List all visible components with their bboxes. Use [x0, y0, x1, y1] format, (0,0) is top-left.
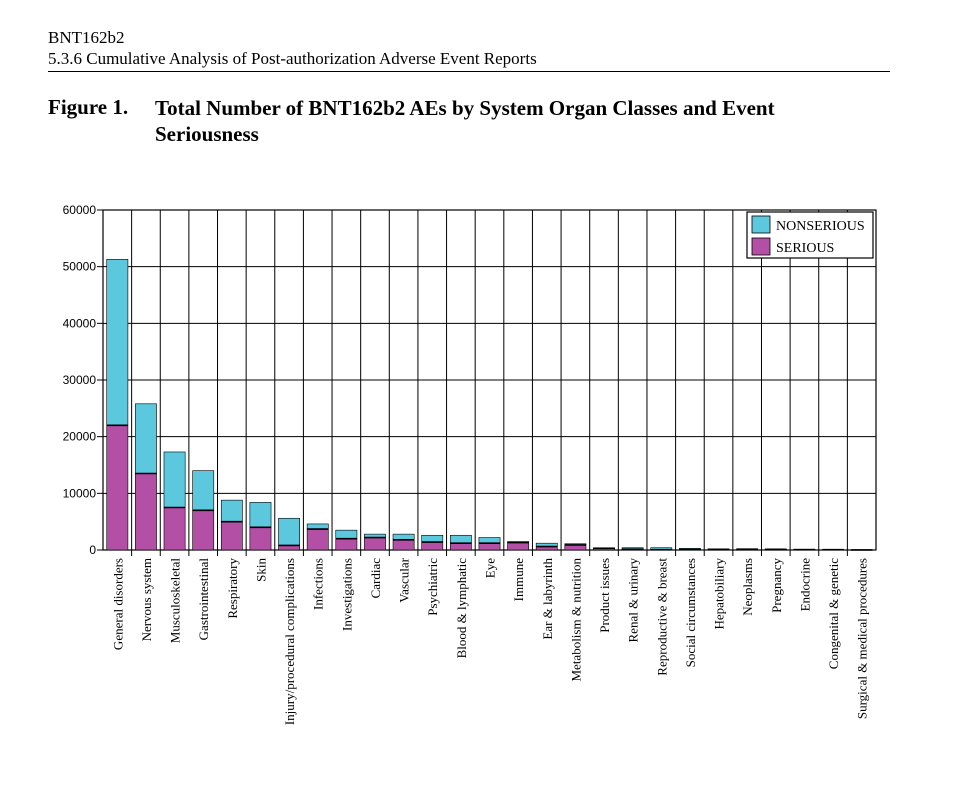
bar-nonserious: [192, 470, 215, 511]
legend-swatch: [751, 237, 771, 256]
bar-nonserious: [392, 533, 415, 541]
header-rule: [48, 71, 890, 72]
bar-nonserious: [163, 451, 186, 508]
bar-nonserious: [249, 502, 272, 528]
y-tick-label: 30000: [63, 373, 97, 387]
x-tick-label: Nervous system: [139, 558, 154, 641]
x-tick-label: Metabolism & nutrition: [568, 558, 583, 682]
bar-nonserious: [135, 403, 157, 474]
bar-serious: [392, 539, 415, 551]
x-tick-label: Ear & labyrinth: [540, 558, 555, 640]
bar-serious: [335, 538, 358, 551]
x-tick-label: Infections: [311, 558, 326, 610]
y-tick-label: 40000: [63, 316, 97, 330]
x-tick-label: Social circumstances: [683, 558, 698, 667]
x-tick-label: Vascular: [397, 557, 412, 602]
bar-nonserious: [106, 258, 129, 426]
x-tick-label: Congenital & genetic: [826, 558, 841, 669]
x-tick-label: Psychiatric: [425, 558, 440, 616]
x-tick-label: General disorders: [110, 558, 125, 650]
bar-serious: [306, 528, 329, 551]
bar-serious: [478, 542, 501, 551]
bar-serious: [249, 527, 272, 551]
bar-serious: [507, 542, 530, 551]
legend-label: NONSERIOUS: [776, 219, 865, 234]
bar-serious: [135, 473, 157, 551]
bar-serious: [421, 541, 444, 551]
bar-nonserious: [449, 534, 472, 544]
bar-serious: [106, 425, 129, 551]
x-tick-label: Endocrine: [797, 558, 812, 612]
bar-nonserious: [421, 534, 444, 543]
bar-nonserious: [335, 529, 358, 539]
y-tick-label: 0: [89, 543, 96, 557]
bar-nonserious: [220, 499, 243, 522]
x-tick-label: Respiratory: [225, 558, 240, 619]
bar-serious: [220, 521, 243, 551]
x-tick-label: Cardiac: [368, 558, 383, 599]
x-tick-label: Renal & urinary: [626, 558, 641, 643]
x-tick-label: Neoplasms: [740, 558, 755, 616]
x-tick-label: Surgical & medical procedures: [855, 558, 870, 719]
x-tick-label: Musculoskeletal: [168, 558, 183, 644]
y-tick-label: 60000: [63, 203, 97, 217]
bar-serious: [364, 537, 386, 551]
bar-nonserious: [478, 537, 501, 544]
bar-serious: [163, 507, 186, 551]
x-tick-label: Gastrointestinal: [196, 558, 211, 641]
figure-label: Figure 1.: [48, 95, 129, 119]
x-tick-label: Injury/procedural complications: [282, 558, 297, 725]
header-product: BNT162b2: [48, 28, 125, 47]
x-tick-label: Skin: [253, 558, 268, 582]
x-tick-label: Investigations: [339, 558, 354, 631]
x-tick-label: Immune: [511, 558, 526, 602]
x-tick-label: Blood & lymphatic: [454, 558, 469, 659]
x-tick-label: Reproductive & breast: [654, 558, 669, 676]
bar-serious: [449, 542, 472, 551]
y-tick-label: 20000: [63, 430, 97, 444]
header-section: 5.3.6 Cumulative Analysis of Post-author…: [48, 49, 537, 68]
y-tick-label: 10000: [63, 486, 97, 500]
x-tick-label: Eye: [483, 558, 498, 578]
bar-nonserious: [278, 517, 300, 546]
legend-label: SERIOUS: [776, 241, 834, 256]
legend-swatch: [751, 215, 771, 234]
x-tick-label: Pregnancy: [769, 558, 784, 613]
bar-serious: [192, 510, 215, 551]
x-tick-label: Product issues: [597, 558, 612, 633]
y-tick-label: 50000: [63, 260, 97, 274]
x-tick-label: Hepatobiliary: [712, 558, 727, 630]
figure-title: Total Number of BNT162b2 AEs by System O…: [155, 96, 775, 146]
